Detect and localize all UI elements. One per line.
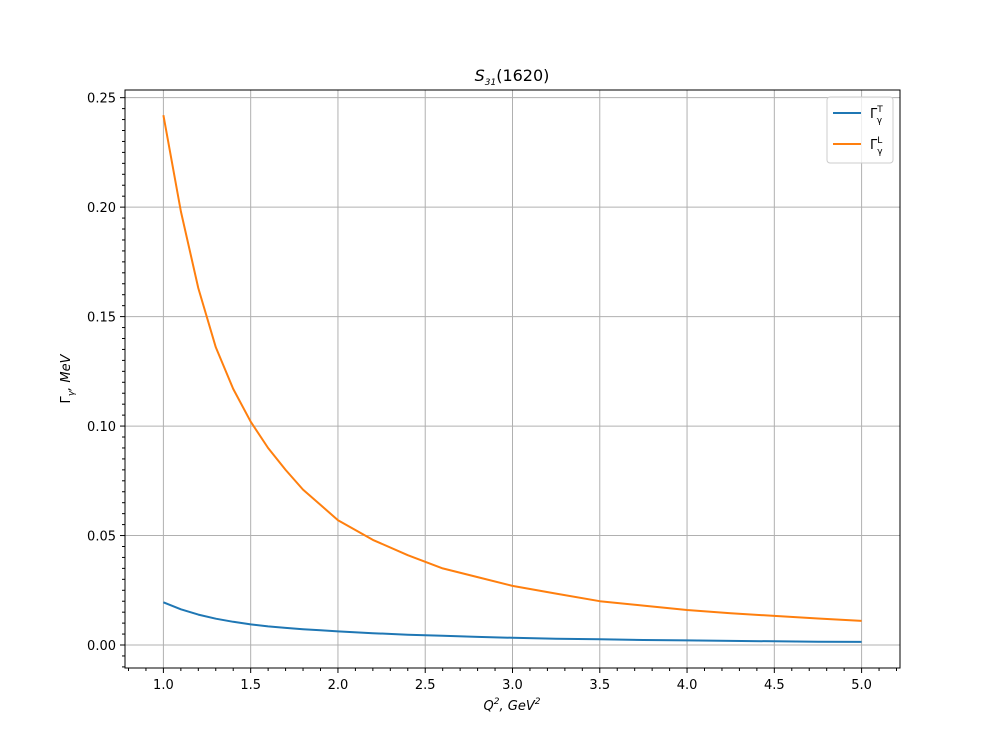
legend-label-longitudinal: ΓL γ bbox=[870, 136, 883, 157]
x-tick-label: 2.5 bbox=[415, 678, 436, 693]
x-tick-label: 3.5 bbox=[589, 678, 610, 693]
x-tick-label: 3.0 bbox=[502, 678, 523, 693]
y-tick-label: 0.10 bbox=[87, 420, 116, 435]
chart-title: S31(1620) bbox=[475, 66, 550, 88]
legend: ΓT γ ΓL γ bbox=[826, 96, 894, 164]
legend-box bbox=[826, 96, 894, 164]
y-tick-label: 0.05 bbox=[87, 530, 116, 545]
legend-label-transverse: ΓT γ bbox=[870, 105, 883, 126]
x-tick-label: 5.0 bbox=[851, 678, 872, 693]
y-axis-label: Γγ, MeV bbox=[59, 353, 77, 403]
x-tick-label: 1.0 bbox=[153, 678, 174, 693]
y-tick-label: 0.00 bbox=[87, 639, 116, 654]
y-tick-label: 0.25 bbox=[87, 92, 116, 107]
x-tick-label: 4.5 bbox=[764, 678, 785, 693]
y-axis-ticks: 0.00 0.05 0.10 0.15 0.20 0.25 bbox=[87, 92, 125, 668]
x-axis-label: Q2, GeV2 bbox=[484, 697, 541, 714]
series-line-longitudinal bbox=[162, 115, 862, 622]
x-tick-label: 1.5 bbox=[240, 678, 261, 693]
y-tick-label: 0.15 bbox=[87, 311, 116, 326]
series-layer bbox=[162, 115, 862, 643]
x-axis-ticks: 1.0 1.5 2.0 2.5 3.0 3.5 4.0 4.5 5.0 bbox=[127, 668, 898, 693]
x-tick-label: 4.0 bbox=[677, 678, 698, 693]
y-tick-label: 0.20 bbox=[87, 201, 116, 216]
x-tick-label: 2.0 bbox=[328, 678, 349, 693]
series-line-transverse bbox=[163, 601, 862, 643]
